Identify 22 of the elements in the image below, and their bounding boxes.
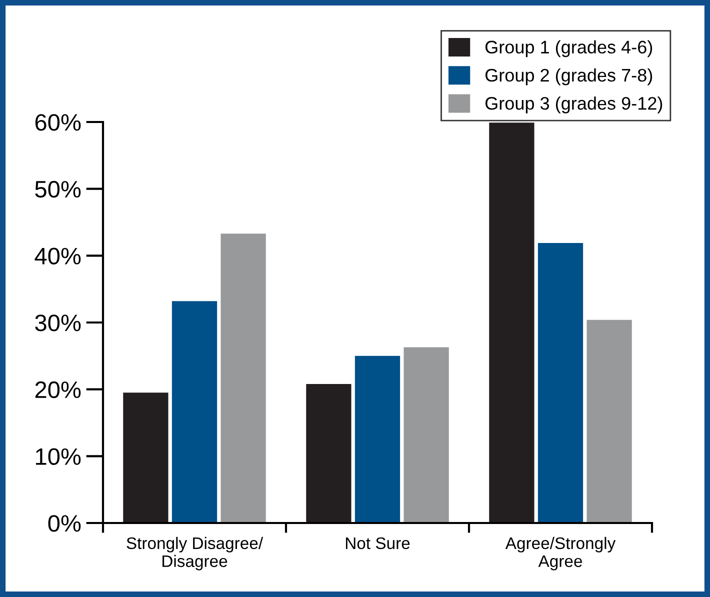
bar [172, 301, 218, 523]
x-tick-label: Strongly Disagree/ Disagree [126, 536, 264, 570]
bar [489, 122, 534, 523]
bar [220, 234, 266, 523]
bar [354, 356, 400, 523]
x-tick-label: Not Sure [346, 537, 410, 550]
y-tick-label: 0% [48, 515, 81, 532]
bar [123, 392, 168, 523]
bar [306, 384, 352, 523]
bar [586, 320, 632, 523]
bar [538, 242, 584, 523]
x-tick-label: Agree/Strongly Agree [505, 536, 616, 570]
legend-label: Group 1 (grades 4-6) [485, 40, 652, 58]
y-tick-label: 30% [35, 314, 81, 332]
y-tick-label: 10% [36, 448, 81, 465]
bar [404, 347, 449, 523]
legend-label: Group 2 (grades 7-8) [485, 68, 652, 86]
y-tick-label: 60% [35, 114, 81, 131]
y-tick-label: 20% [35, 381, 81, 398]
y-tick-label: 40% [34, 248, 81, 264]
legend-label: Group 3 (grades 9-12) [485, 96, 662, 114]
y-tick-label: 50% [35, 180, 81, 198]
